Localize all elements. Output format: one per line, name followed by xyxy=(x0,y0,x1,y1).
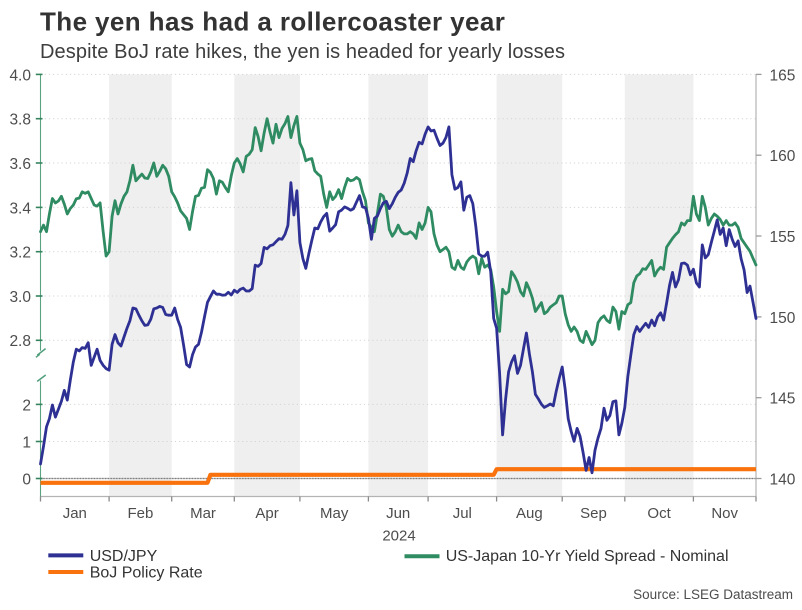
svg-text:USD/JPY: USD/JPY xyxy=(90,548,158,565)
svg-text:3.2: 3.2 xyxy=(9,245,31,262)
svg-text:Nov: Nov xyxy=(711,505,738,522)
svg-text:145: 145 xyxy=(770,391,796,408)
svg-text:Jan: Jan xyxy=(63,505,87,522)
svg-text:3.4: 3.4 xyxy=(9,200,31,217)
svg-text:3.6: 3.6 xyxy=(9,156,31,173)
svg-text:155: 155 xyxy=(770,229,796,246)
svg-text:150: 150 xyxy=(770,310,796,327)
svg-text:2: 2 xyxy=(22,397,31,414)
svg-text:Sep: Sep xyxy=(580,505,607,522)
svg-text:US-Japan 10-Yr Yield Spread -: US-Japan 10-Yr Yield Spread - Nominal xyxy=(446,548,729,565)
svg-text:Source: LSEG Datastream: Source: LSEG Datastream xyxy=(633,587,793,602)
svg-text:160: 160 xyxy=(770,148,796,165)
svg-text:140: 140 xyxy=(770,471,796,488)
svg-text:Mar: Mar xyxy=(190,505,216,522)
svg-text:1: 1 xyxy=(22,434,31,451)
svg-text:Jul: Jul xyxy=(453,505,472,522)
svg-text:3.8: 3.8 xyxy=(9,112,31,129)
svg-text:2.8: 2.8 xyxy=(9,333,31,350)
svg-text:3.0: 3.0 xyxy=(9,289,31,306)
svg-text:2024: 2024 xyxy=(382,528,415,545)
svg-text:0: 0 xyxy=(22,471,31,488)
svg-text:Feb: Feb xyxy=(127,505,153,522)
svg-text:The yen has had a rollercoaste: The yen has had a rollercoaster year xyxy=(40,7,505,37)
svg-text:Despite BoJ rate hikes, the ye: Despite BoJ rate hikes, the yen is heade… xyxy=(40,41,565,63)
svg-text:165: 165 xyxy=(770,67,796,84)
svg-text:BoJ Policy Rate: BoJ Policy Rate xyxy=(90,564,203,581)
svg-text:Aug: Aug xyxy=(516,505,543,522)
svg-text:May: May xyxy=(320,505,349,522)
svg-text:Oct: Oct xyxy=(647,505,671,522)
svg-text:Apr: Apr xyxy=(255,505,278,522)
svg-text:4.0: 4.0 xyxy=(9,67,31,84)
svg-text:Jun: Jun xyxy=(386,505,410,522)
